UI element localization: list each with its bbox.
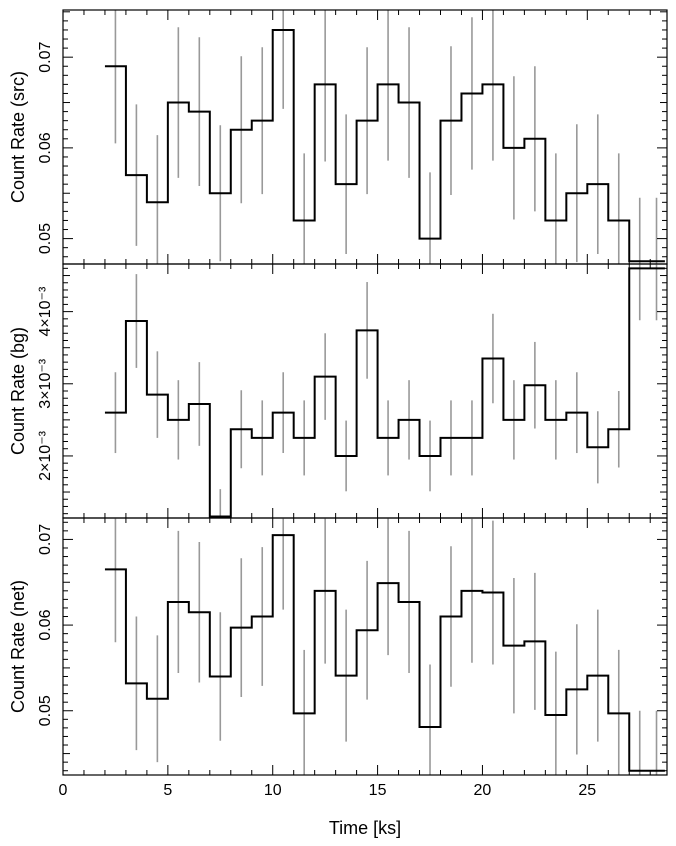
y-tick-label: 0.07 (37, 524, 54, 555)
panel-2: 2×10⁻³ 3×10⁻³ 4×10⁻³ Count Rate (bg) (8, 263, 668, 519)
y-axis-label: Count Rate (net) (8, 580, 28, 713)
y-tick-label: 4×10⁻³ (37, 286, 54, 336)
y-tick-label: 0.06 (37, 609, 54, 640)
data-layer (104, 264, 665, 518)
y-tick-label: 0.06 (37, 132, 54, 163)
y-tick-label: 3×10⁻³ (37, 358, 54, 408)
y-axis-label: Count Rate (bg) (8, 327, 28, 455)
panel-3: 0.05 0.06 0.07 Count Rate (net) 0 5 10 15 20 25 Ti… (8, 517, 668, 838)
x-tick-label: 15 (369, 782, 387, 799)
x-axis-label: Time [ks] (329, 818, 401, 838)
series-line (104, 28, 665, 263)
x-tick-label: 10 (264, 782, 282, 799)
x-tick-label: 5 (163, 782, 172, 799)
y-tick-label: 0.05 (37, 223, 54, 254)
series-line (104, 267, 665, 518)
plot-frame (62, 517, 668, 776)
x-tick-label: 25 (578, 782, 596, 799)
y-tick-label: 2×10⁻³ (37, 430, 54, 480)
x-tick-label: 0 (59, 782, 68, 799)
panel-1: 0.05 0.06 0.07 Count Rate (src) (8, 9, 668, 265)
y-tick-label: 0.07 (37, 41, 54, 72)
x-tick-label: 20 (474, 782, 492, 799)
y-tick-label: 0.05 (37, 695, 54, 726)
data-layer (104, 10, 665, 264)
y-axis-label: Count Rate (src) (8, 71, 28, 203)
data-layer (104, 518, 665, 775)
series-line (104, 534, 665, 772)
